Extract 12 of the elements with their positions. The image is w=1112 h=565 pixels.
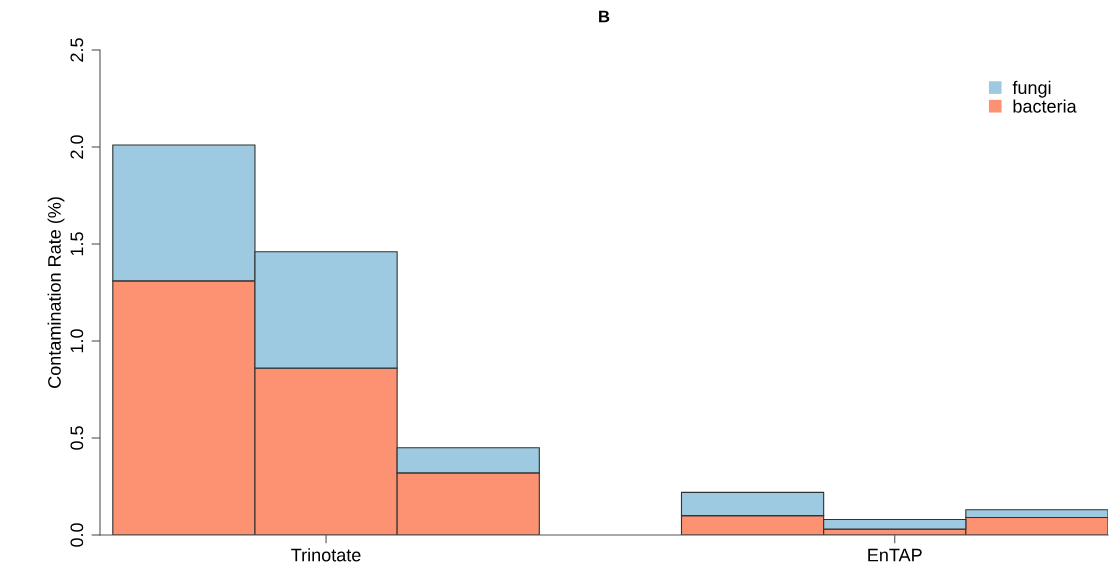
legend-label: bacteria — [1013, 99, 1077, 113]
y-tick-label: 2.5 — [70, 38, 84, 62]
legend-label: fungi — [1012, 80, 1051, 98]
y-axis-title: Contamination Rate (%) — [47, 197, 65, 388]
y-tick-label: 0.0 — [70, 523, 84, 547]
y-tick-label: 1.5 — [70, 232, 84, 256]
x-tick-label: EnTAP — [868, 548, 922, 562]
y-tick-label: 0.5 — [70, 426, 84, 450]
chart-title: B — [599, 10, 610, 23]
y-tick-label: 2.0 — [70, 135, 84, 159]
x-tick-label: Trinotate — [291, 548, 361, 562]
y-tick-label: 1.0 — [70, 329, 84, 353]
